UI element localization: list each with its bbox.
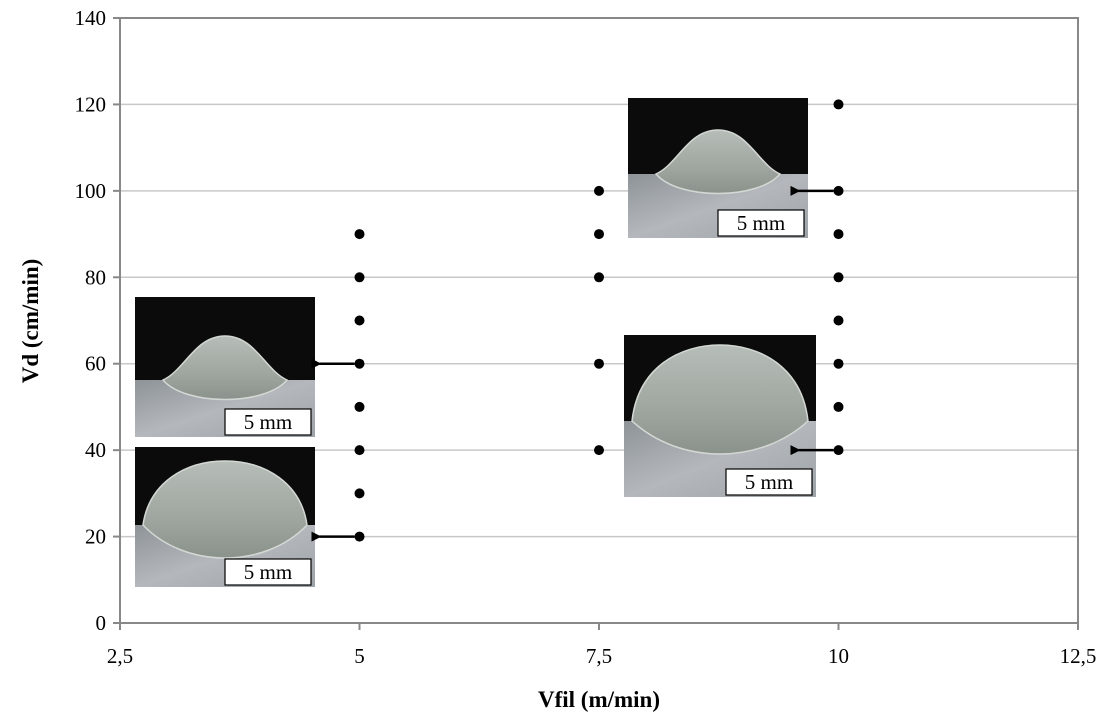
scale-bar-label: 5 mm [244, 410, 292, 434]
data-point [594, 272, 604, 283]
data-point [354, 229, 365, 240]
x-tick-label: 7,5 [586, 644, 612, 668]
data-point [833, 229, 844, 240]
scale-bar [717, 209, 805, 237]
x-tick-label: 5 [354, 644, 365, 668]
data-point [354, 358, 365, 369]
scale-bar-label: 5 mm [244, 560, 292, 584]
y-tick-label: 80 [85, 265, 106, 289]
y-tick-label: 120 [75, 92, 107, 116]
axes [113, 17, 1079, 630]
data-point [594, 185, 604, 196]
data-point [833, 315, 844, 326]
y-tick-label: 20 [85, 525, 106, 549]
data-point [833, 358, 844, 369]
scale-bar-label: 5 mm [737, 211, 785, 235]
data-point [833, 185, 844, 196]
y-axis-title: Vd (cm/min) [18, 259, 43, 384]
y-tick-label: 40 [85, 438, 106, 462]
weld-macrograph: 5 mm [628, 98, 808, 238]
y-tick-label: 140 [75, 6, 107, 30]
data-point [354, 488, 365, 499]
data-point [833, 99, 844, 110]
x-tick-labels: 2,5 5 7,5 10 12,5 [107, 644, 1097, 668]
data-point [354, 445, 365, 456]
data-point [833, 401, 844, 412]
data-point [354, 272, 365, 283]
data-point [354, 531, 365, 542]
weld-macrograph: 5 mm [624, 335, 816, 497]
y-tick-label: 100 [75, 179, 107, 203]
y-tick-labels: 0 20 40 60 80 100 120 140 [75, 6, 107, 635]
x-tick-label: 12,5 [1060, 644, 1097, 668]
data-point [594, 229, 604, 240]
scale-bar-label: 5 mm [745, 470, 793, 494]
data-point [594, 445, 604, 456]
x-axis-title: Vfil (m/min) [538, 687, 660, 712]
y-tick-label: 60 [85, 352, 106, 376]
scale-bar [224, 558, 312, 586]
data-point [594, 358, 604, 369]
y-tick-label: 0 [96, 611, 107, 635]
data-point [833, 272, 844, 283]
data-point [354, 401, 365, 412]
scale-bar [725, 468, 813, 496]
x-tick-label: 10 [828, 644, 849, 668]
x-tick-label: 2,5 [107, 644, 133, 668]
data-points [354, 99, 844, 542]
data-point [354, 315, 365, 326]
weld-macrograph: 5 mm [135, 297, 315, 437]
data-point [833, 445, 844, 456]
macrographs: 5 mm 5 mm 5 mm 5 mm [135, 98, 834, 587]
scale-bar [224, 408, 312, 436]
weld-macrograph: 5 mm [135, 447, 315, 587]
